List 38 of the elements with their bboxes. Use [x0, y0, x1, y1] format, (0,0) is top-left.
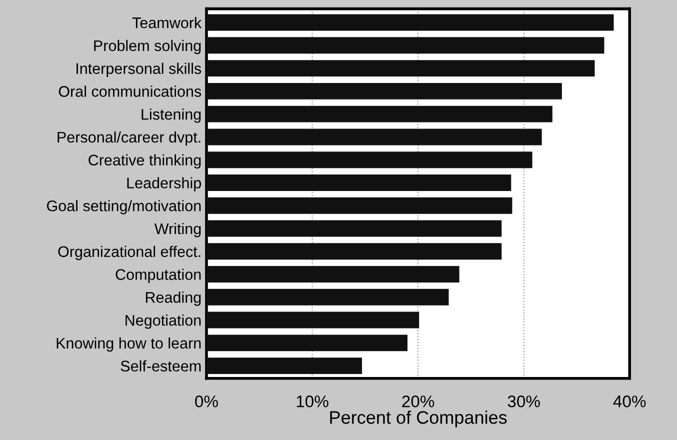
y-tick-label: Knowing how to learn — [56, 337, 201, 352]
bar — [206, 60, 595, 77]
bar — [206, 266, 460, 283]
bar — [206, 106, 552, 122]
y-tick-label: Leadership — [127, 177, 201, 192]
x-axis-title: Percent of Companies — [330, 410, 507, 428]
bar — [206, 152, 532, 168]
y-tick-label: Oral communications — [58, 86, 202, 97]
y-tick-label: Computation — [116, 268, 201, 283]
x-tick-label: 40% — [613, 396, 646, 408]
bar — [206, 220, 502, 237]
bar — [206, 128, 542, 146]
bar — [206, 243, 502, 260]
x-tick-label: 30% — [508, 396, 540, 408]
bar — [206, 312, 420, 328]
y-tick-label: Self-esteem — [120, 360, 201, 372]
bar — [206, 334, 408, 352]
bar — [206, 14, 614, 31]
y-tick-label: Interpersonal skills — [76, 62, 202, 78]
y-tick-label: Reading — [146, 292, 201, 306]
y-tick-label: Creative thinking — [88, 154, 201, 169]
y-tick-label: Goal setting/motivation — [47, 200, 201, 214]
y-tick-label: Personal/career dvpt. — [58, 131, 200, 146]
x-tick-label: 20% — [402, 396, 434, 408]
y-tick-label: Negotiation — [126, 314, 201, 329]
y-tick-label: Writing — [154, 222, 201, 238]
y-tick-label: Listening — [142, 108, 201, 123]
bar — [206, 82, 562, 100]
y-tick-label: Organizational effect. — [58, 246, 200, 260]
x-tick-label: 10% — [296, 396, 328, 408]
bar — [206, 37, 604, 54]
bar — [206, 288, 449, 306]
y-tick-label: Teamwork — [132, 16, 202, 28]
bar — [206, 174, 512, 191]
x-tick-label: 0% — [195, 396, 218, 408]
bar — [206, 358, 362, 374]
bar — [206, 197, 512, 214]
y-tick-label: Problem solving — [94, 40, 201, 54]
